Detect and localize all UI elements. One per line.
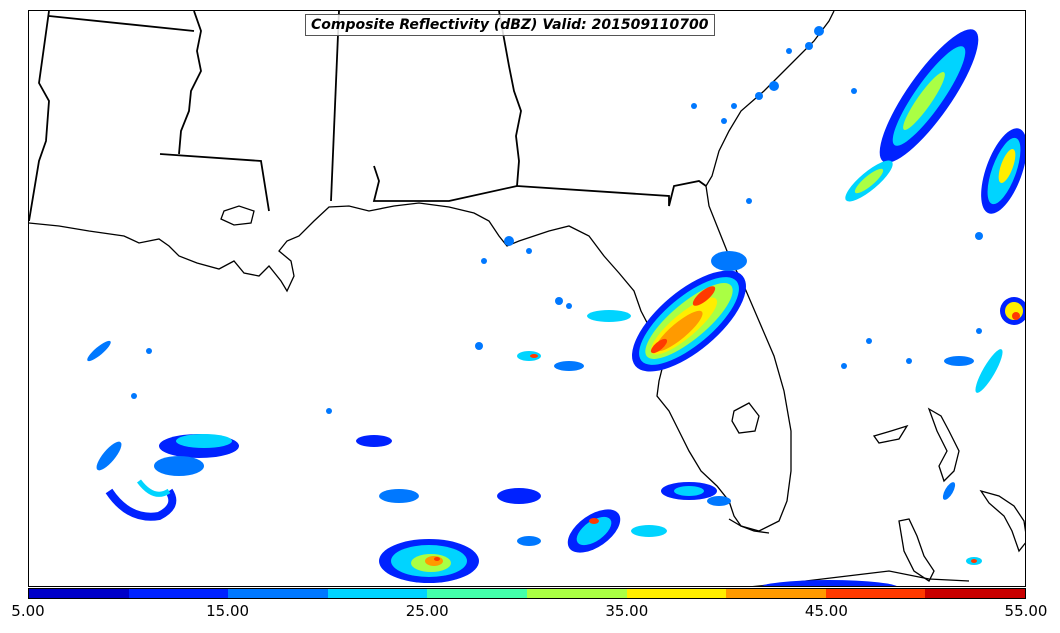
reflectivity-echoes (87, 26, 1025, 586)
mississippi-river-border (178, 11, 202, 155)
bahamas-andros-south (898, 518, 935, 582)
radar-map (29, 11, 1025, 586)
echo-scattered (131, 26, 983, 414)
louisiana-mississippi-border (159, 153, 270, 212)
legend-swatch-0 (29, 589, 129, 598)
echo-southern-gulf (356, 310, 731, 583)
alabama-florida-border (372, 165, 518, 202)
map-panel (28, 10, 1026, 587)
color-legend-labels: 5.00 15.00 25.00 35.00 45.00 55.00 (0, 602, 1060, 624)
legend-swatch-5 (526, 589, 627, 598)
lake-pontchartrain (220, 205, 255, 226)
lake-okeechobee (731, 402, 760, 434)
legend-tick-label: 35.00 (605, 602, 649, 620)
bahamas-eleuthera (979, 489, 1025, 553)
echo-florida-band (632, 251, 747, 372)
legend-swatch-9 (925, 589, 1025, 598)
gulf-coast (29, 11, 835, 532)
color-legend-bar (28, 588, 1026, 599)
legend-swatch-6 (626, 589, 727, 598)
georgia-florida-border (516, 180, 707, 207)
legend-tick-label: 45.00 (804, 602, 848, 620)
bahamas-abaco (927, 407, 960, 483)
keys-arc (728, 518, 770, 534)
state-borders (29, 11, 707, 222)
arkansas-louisiana-border (29, 11, 50, 222)
alabama-georgia-border (498, 11, 522, 187)
legend-tick-label: 15.00 (206, 602, 250, 620)
legend-tick-label: 25.00 (405, 602, 449, 620)
louisiana-mississippi-line (48, 15, 195, 32)
map-title: Composite Reflectivity (dBZ) Valid: 2015… (305, 14, 715, 36)
bahamas-andros (872, 424, 909, 444)
mississippi-alabama-border (330, 11, 340, 202)
legend-swatch-7 (726, 589, 826, 598)
legend-tick-label: 5.00 (11, 602, 45, 620)
legend-swatch-4 (427, 589, 527, 598)
legend-swatch-3 (327, 589, 428, 598)
legend-swatch-8 (825, 589, 926, 598)
legend-swatch-2 (228, 589, 328, 598)
echo-cuba (761, 580, 897, 586)
echo-atlantic-northeast (845, 29, 1025, 565)
legend-swatch-1 (128, 589, 229, 598)
legend-tick-label: 55.00 (1004, 602, 1048, 620)
echo-hurricane-swirl (87, 340, 239, 521)
